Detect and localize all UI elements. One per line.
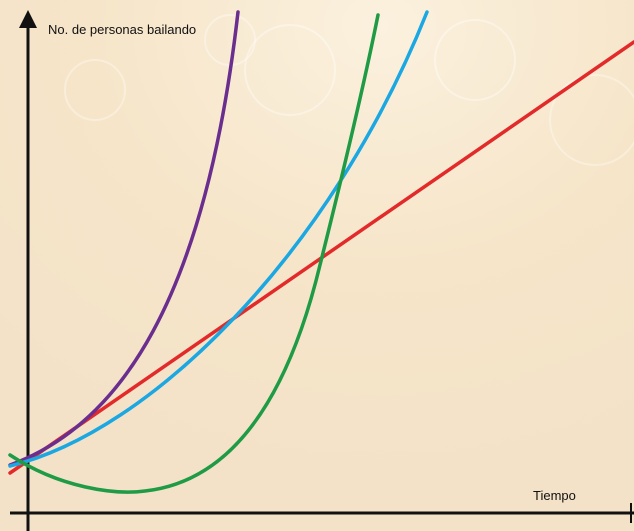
- x-axis-label: Tiempo: [533, 488, 576, 503]
- curves: [8, 10, 634, 494]
- y-axis-label: No. de personas bailando: [48, 22, 196, 37]
- quadratic-curve: [8, 10, 429, 468]
- y-axis-arrow: [19, 10, 37, 28]
- exponential-curve: [8, 10, 240, 467]
- cubic-curve: [8, 13, 380, 494]
